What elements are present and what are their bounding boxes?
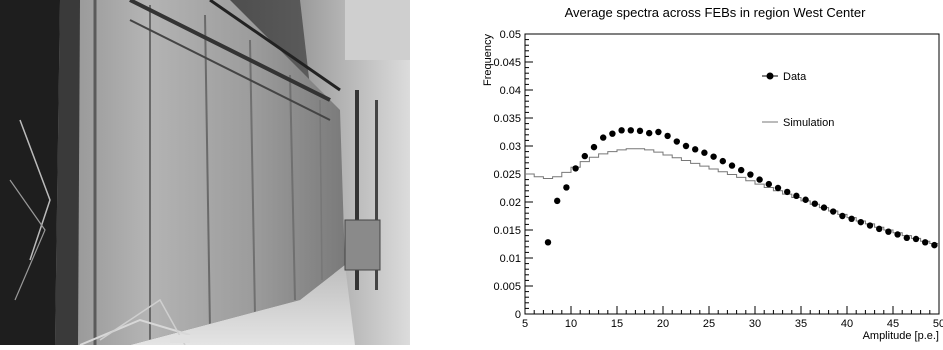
data-point [747,171,754,178]
x-tick-label: 25 [703,318,715,330]
data-point [793,192,800,200]
y-tick-label: 0.015 [493,225,521,237]
data-point [912,235,920,243]
y-tick-label: 0.05 [500,29,521,41]
y-tick-label: 0.005 [493,281,521,293]
data-point [618,127,625,134]
data-point [692,146,699,153]
chart-title: Average spectra across FEBs in region We… [565,5,866,20]
chart-panel: Average spectra across FEBs in region We… [410,0,943,345]
data-point [848,215,855,222]
detector-photo-drawing [0,0,410,346]
data-point [554,197,561,205]
data-point [664,132,671,140]
legend-label-simulation: Simulation [783,117,834,129]
data-point [738,166,745,174]
data-point [802,196,809,203]
data-point [774,184,782,192]
data-point [673,138,680,145]
data-point [922,239,929,246]
y-tick-label: 0.03 [500,141,521,153]
data-point [784,188,791,196]
data-point [820,204,828,211]
plot-frame [524,33,940,315]
y-tick-label: 0.035 [493,113,521,125]
data-point [572,165,579,172]
y-tick-label: 0.02 [500,197,521,209]
data-point [857,218,864,226]
data-point [903,234,910,242]
data-point [894,231,901,238]
data-point [765,180,772,188]
data-point [830,208,837,215]
plot-area [525,127,939,249]
x-tick-label: 5 [522,318,528,330]
x-axis-label: Amplitude [p.e.] [863,330,939,342]
legend: Data Simulation [762,71,834,129]
x-tick-label: 40 [841,318,853,330]
y-tick-label: 0.04 [500,85,521,97]
y-axis: 0 0.005 0.01 0.015 0.02 0.025 0.03 0.035 0.04 0.0… [493,29,533,321]
data-point [646,129,653,137]
data-point [544,239,552,246]
y-tick-label: 0.01 [500,253,521,265]
data-point [876,225,883,233]
x-tick-label: 50 [933,318,943,330]
chart-canvas: Average spectra across FEBs in region We… [482,5,943,342]
data-point [756,176,763,183]
data-point [701,149,708,156]
data-point [866,222,874,229]
data-point [719,157,726,165]
x-tick-label: 10 [565,318,577,330]
data-point [636,127,644,135]
data-point [710,153,717,160]
data-point [728,162,736,169]
data-point [600,134,607,141]
data-point [627,127,634,134]
data-point [590,143,598,151]
y-axis-label: Frequency [482,34,494,86]
data-point [931,241,938,249]
x-tick-label: 20 [657,318,669,330]
y-tick-label: 0 [515,309,521,321]
detector-photo [0,0,410,346]
data-point [839,212,846,220]
data-point [581,152,588,160]
data-point [811,200,818,207]
data-point [563,184,570,191]
x-tick-label: 30 [749,318,761,330]
data-point [609,130,616,137]
legend-label-data: Data [783,71,807,83]
data-point [655,128,662,136]
data-point [682,142,690,150]
x-tick-label: 45 [887,318,899,330]
x-axis: 5 10 15 20 25 30 35 40 45 50 [522,306,943,330]
x-tick-label: 15 [611,318,623,330]
data-point [885,228,892,235]
y-tick-label: 0.025 [493,169,521,181]
x-tick-label: 35 [795,318,807,330]
y-tick-label: 0.045 [493,57,521,69]
